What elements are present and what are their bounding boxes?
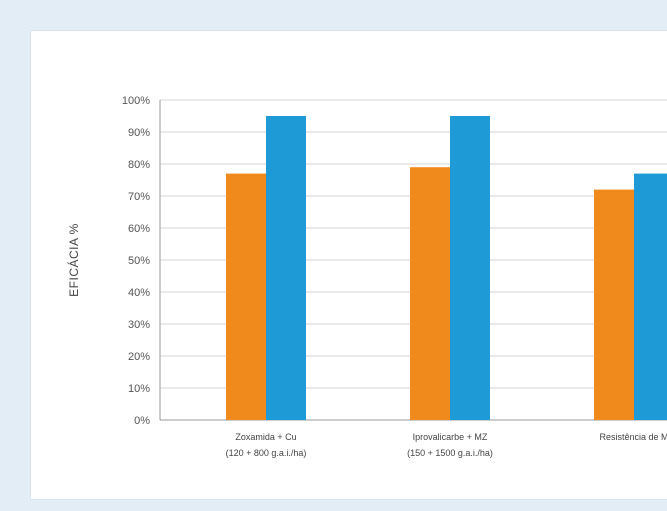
bar <box>450 116 490 420</box>
x-category-label: (150 + 1500 g.a.i./ha) <box>407 448 493 458</box>
y-tick-label: 60% <box>128 223 150 235</box>
bar <box>266 116 306 420</box>
bar <box>594 189 634 420</box>
y-tick-label: 10% <box>128 383 150 395</box>
y-tick-label: 70% <box>128 191 150 203</box>
chart-card <box>30 30 667 500</box>
y-axis-label: EFICÁCIA % <box>66 223 81 297</box>
y-tick-label: 30% <box>128 319 150 331</box>
x-category-label: Resistência de M <box>599 432 667 442</box>
y-tick-label: 100% <box>122 95 150 107</box>
bar <box>634 173 667 420</box>
x-category-label: Zoxamida + Cu <box>235 432 296 442</box>
y-tick-label: 40% <box>128 287 150 299</box>
y-axis-ticks: 0% 10% 20% 30% 40% 50% 60% 70% 80% 90% 100% <box>122 95 150 427</box>
y-tick-label: 0% <box>134 415 150 427</box>
bars <box>226 116 667 420</box>
y-tick-label: 90% <box>128 127 150 139</box>
bar <box>410 167 450 420</box>
x-category-label: Iprovalicarbe + MZ <box>413 432 488 442</box>
y-tick-label: 50% <box>128 255 150 267</box>
category-labels: Zoxamida + Cu (120 + 800 g.a.i./ha) Iprova… <box>226 432 667 458</box>
x-category-label: (120 + 800 g.a.i./ha) <box>226 448 307 458</box>
bar <box>226 173 266 420</box>
y-tick-label: 20% <box>128 351 150 363</box>
y-tick-label: 80% <box>128 159 150 171</box>
